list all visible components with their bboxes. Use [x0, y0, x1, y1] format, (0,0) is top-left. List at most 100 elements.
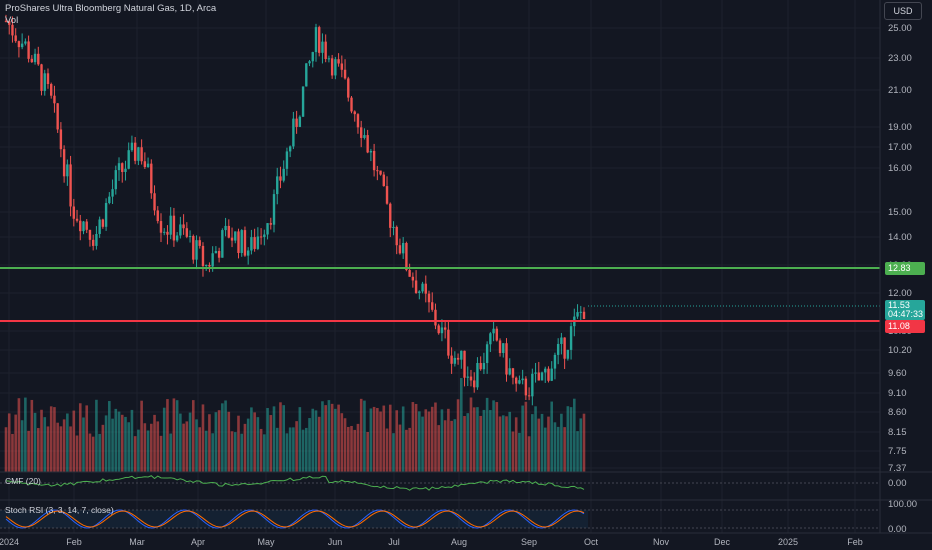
volume-bar: [130, 409, 134, 472]
volume-bar: [576, 431, 579, 472]
volume-bar: [288, 427, 292, 472]
candle-body: [460, 350, 463, 360]
candle-body: [72, 206, 76, 219]
volume-bar: [560, 413, 563, 472]
volume-bar: [24, 397, 27, 472]
volume-bar: [569, 407, 573, 472]
volume-bar: [376, 407, 379, 472]
cmf-legend[interactable]: CMF (20): [5, 476, 41, 486]
symbol-title[interactable]: ProShares Ultra Bloomberg Natural Gas, 1…: [5, 3, 217, 14]
volume-bar: [179, 413, 182, 472]
volume-bar: [7, 413, 11, 472]
volume-bar: [424, 409, 428, 472]
candle-body: [179, 224, 182, 236]
volume-bar: [340, 413, 344, 472]
time-tick-label: Mar: [129, 537, 145, 547]
candle-body: [547, 368, 550, 381]
candle-body: [256, 236, 260, 249]
volume-bar: [98, 433, 101, 472]
price-tick-label: 17.00: [888, 142, 912, 153]
time-axis[interactable]: 2024 Feb Mar Apr May Jun Jul Aug Sep Oct Nov Dec 202…: [0, 537, 863, 547]
volume-bar: [153, 414, 156, 472]
candle-body: [163, 231, 166, 233]
volume-bar: [33, 412, 37, 472]
candle-body: [250, 237, 253, 251]
candle-body: [337, 59, 340, 64]
price-tick-label: 9.60: [888, 368, 907, 379]
volume-bar: [143, 423, 147, 472]
candle-body: [153, 193, 156, 211]
candle-body: [421, 283, 424, 292]
candle-body: [489, 333, 492, 345]
candle-body: [8, 21, 11, 25]
candle-body: [211, 253, 214, 267]
candle-body: [169, 215, 172, 235]
volume-bar: [208, 414, 211, 472]
volume-bar: [356, 423, 360, 472]
time-tick-label: 2025: [778, 537, 798, 547]
chart-legend[interactable]: ProShares Ultra Bloomberg Natural Gas, 1…: [5, 3, 216, 27]
volume-bar: [421, 416, 424, 472]
candle-body: [330, 58, 334, 76]
candle-body: [214, 251, 218, 254]
volume-bar: [418, 411, 421, 472]
candle-body: [172, 215, 176, 241]
volume-bar: [104, 415, 108, 472]
candle-body: [243, 230, 247, 256]
candle-body: [188, 236, 192, 238]
volume-bar: [346, 426, 350, 472]
price-axis[interactable]: 25.00 23.00 21.00 19.00 17.00 16.00 15.00 14.00…: [888, 23, 912, 474]
volume-bar: [343, 418, 347, 472]
candle-body: [524, 378, 528, 396]
candle-body: [69, 164, 72, 207]
candle-body: [253, 237, 256, 249]
candle-body: [369, 150, 373, 153]
volume-bar: [398, 424, 402, 472]
candle-body: [350, 97, 353, 112]
candle-body: [469, 376, 473, 381]
volume-bar: [582, 413, 586, 472]
candle-body: [340, 63, 344, 70]
volume-bar: [20, 420, 24, 472]
candle-body: [217, 251, 221, 258]
candle-body: [246, 250, 250, 256]
volume-bar: [459, 378, 463, 472]
volume-bar: [485, 397, 489, 472]
volume-bar: [369, 408, 373, 472]
candle-body: [279, 176, 282, 181]
price-tick-label: 12.00: [888, 288, 912, 299]
candle-body: [414, 280, 418, 293]
candle-body: [482, 363, 486, 370]
candle-body: [305, 63, 308, 87]
time-tick-label: Dec: [714, 537, 731, 547]
candle-body: [121, 163, 124, 172]
volume-bar: [188, 412, 192, 472]
candle-body: [334, 59, 337, 76]
volume-bar: [434, 402, 437, 472]
volume-bar: [469, 397, 473, 472]
candle-body: [440, 327, 444, 334]
volume-bar: [556, 426, 560, 472]
price-tick-label: 8.60: [888, 407, 907, 418]
candle-body: [37, 53, 40, 65]
candle-body: [91, 239, 95, 246]
volume-bar: [40, 409, 43, 472]
volume-label[interactable]: Vol: [5, 15, 19, 26]
candle-body: [33, 53, 37, 63]
price-tick-label: 25.00: [888, 23, 912, 34]
volume-bar: [395, 410, 399, 472]
volume-bar: [382, 405, 386, 472]
volume-bar: [372, 406, 376, 472]
volume-bar: [214, 412, 218, 472]
volume-bar: [85, 405, 89, 472]
candle-body: [382, 174, 385, 187]
volume-bar: [195, 419, 198, 472]
volume-bar: [353, 429, 357, 472]
stoch-rsi-legend[interactable]: Stoch RSI (3, 3, 14, 7, close): [5, 505, 114, 515]
volume-bar: [30, 399, 34, 472]
currency-button[interactable]: USD: [884, 2, 922, 20]
candle-body: [159, 221, 163, 233]
candle-body: [133, 142, 137, 161]
volume-bar: [337, 404, 340, 472]
